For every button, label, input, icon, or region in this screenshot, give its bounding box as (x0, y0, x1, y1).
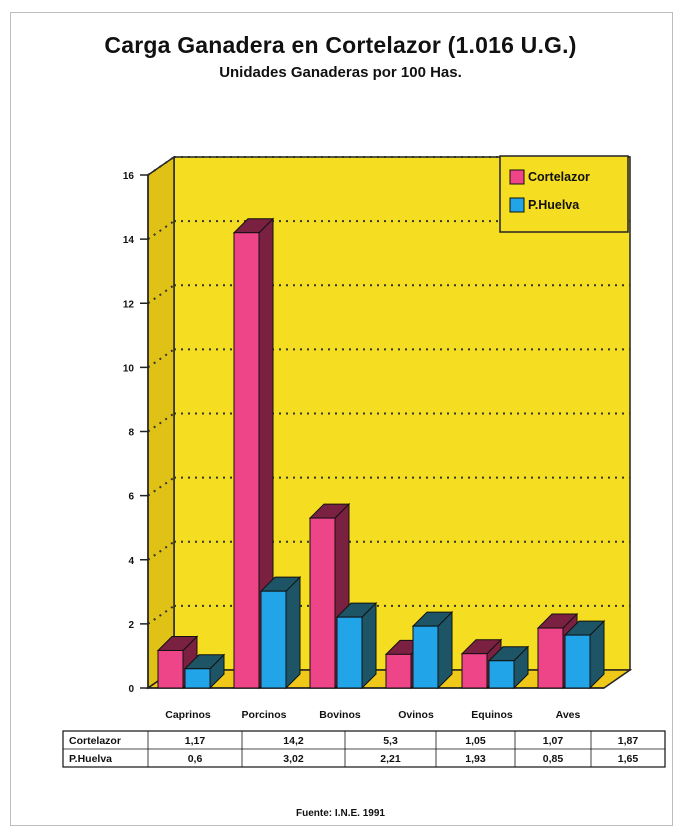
data-table: Cortelazor 1,17 14,2 5,3 1,05 1,07 1,87 P.Huelv… (62, 730, 666, 768)
x-tick-label: Porcinos (242, 709, 287, 721)
table-cell: 5,3 (383, 735, 398, 747)
y-tick-label: 8 (128, 428, 134, 439)
chart-subtitle: Unidades Ganaderas por 100 Has. (219, 64, 462, 81)
gridline (147, 476, 175, 497)
gridline (147, 284, 175, 305)
table-cell: 1,93 (465, 753, 486, 765)
source-note: Fuente: I.N.E. 1991 (296, 808, 385, 819)
table-cell: 0,6 (188, 753, 203, 765)
y-tick-label: 16 (123, 171, 135, 182)
table-cell: 1,05 (465, 735, 486, 747)
gridline (147, 412, 175, 433)
x-tick-label: Aves (556, 709, 581, 721)
x-tick-label: Ovinos (398, 709, 434, 721)
table-cell: 1,17 (185, 735, 206, 747)
bar-p-huelva (487, 645, 530, 690)
bar-p-huelva (411, 610, 454, 690)
legend-swatch (509, 169, 525, 185)
gridline (147, 605, 175, 625)
y-tick-label: 2 (128, 620, 134, 631)
table-cell: 0,85 (543, 753, 564, 765)
legend-label: Cortelazor (528, 170, 590, 184)
y-tick-label: 4 (128, 556, 134, 567)
legend-label: P.Huelva (528, 198, 580, 212)
table-cell: 3,02 (283, 753, 304, 765)
bar-front (488, 660, 515, 689)
table-row-header: Cortelazor (69, 735, 121, 747)
gridline (147, 348, 175, 369)
x-tick-label: Bovinos (319, 709, 361, 721)
legend-swatch (509, 197, 525, 213)
table-cell: 14,2 (283, 735, 304, 747)
bar-p-huelva (563, 619, 606, 690)
legend: Cortelazor P.Huelva (499, 155, 629, 233)
bar-front (336, 616, 363, 689)
bar-front (461, 653, 488, 689)
table-cell: 2,21 (380, 753, 401, 765)
bar-front (309, 517, 336, 689)
table-cell: 1,65 (618, 753, 639, 765)
legend-box (499, 155, 629, 233)
gridline (147, 540, 175, 561)
y-tick-label: 12 (123, 299, 135, 310)
x-tick-label: Caprinos (165, 709, 211, 721)
gridline (147, 156, 175, 176)
bar-front (260, 590, 287, 689)
bar-side (361, 601, 377, 690)
bar-front (537, 627, 564, 689)
y-tick-label: 6 (128, 492, 134, 503)
x-tick-label: Equinos (471, 709, 513, 721)
bar-front (412, 625, 439, 689)
bar-p-huelva (259, 575, 302, 690)
bar-cortelazor (232, 217, 275, 690)
table-cell: 1,07 (543, 735, 564, 747)
table-cell: 1,87 (618, 735, 639, 747)
y-tick-label: 10 (123, 363, 135, 374)
bar-front (564, 634, 591, 689)
gridline (147, 220, 175, 240)
bar-p-huelva (183, 653, 226, 690)
bar-front (385, 653, 412, 689)
bar-p-huelva (335, 601, 378, 690)
table-row-header: P.Huelva (69, 753, 112, 765)
bar-front (233, 232, 260, 689)
bar-front (157, 649, 184, 689)
bar-side (285, 575, 301, 690)
chart-title: Carga Ganadera en Cortelazor (1.016 U.G.… (104, 32, 577, 58)
y-tick-label: 14 (123, 235, 135, 246)
bar-front (184, 668, 211, 689)
y-tick-label: 0 (128, 684, 134, 695)
